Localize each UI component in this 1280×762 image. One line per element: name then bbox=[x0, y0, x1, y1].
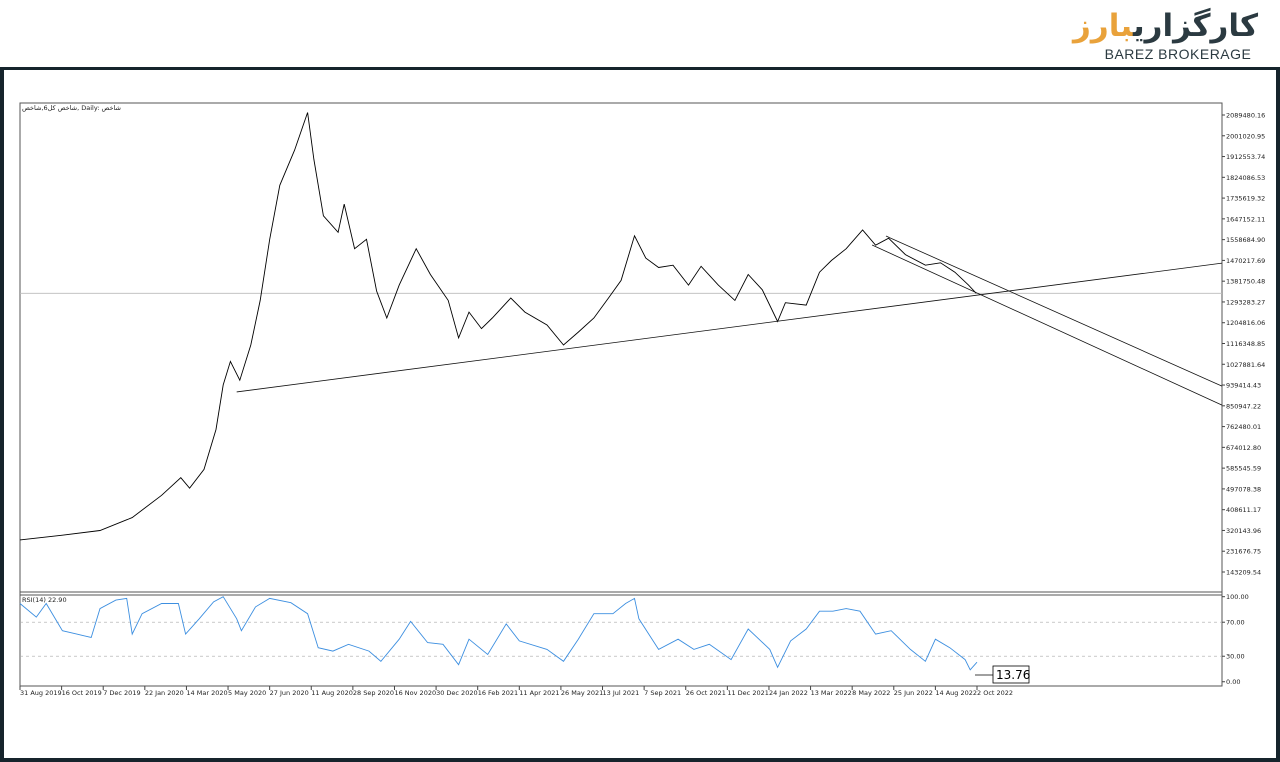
x-tick-label: 7 Sep 2021 bbox=[644, 689, 681, 697]
x-tick-label: 28 Sep 2020 bbox=[353, 689, 394, 697]
y-tick-label: 1735619.32 bbox=[1226, 195, 1265, 203]
y-tick-label: 585545.59 bbox=[1226, 465, 1261, 473]
rsi-series-line bbox=[19, 596, 978, 671]
y-tick-label: 939414.43 bbox=[1226, 382, 1261, 390]
x-tick-label: 31 Aug 2019 bbox=[20, 689, 62, 697]
x-tick-label: 24 Jan 2022 bbox=[769, 689, 808, 697]
y-tick-label: 1293283.27 bbox=[1226, 298, 1265, 306]
x-tick-label: 14 Mar 2020 bbox=[186, 689, 227, 697]
logo-persian: کارگزاریبارز bbox=[1073, 8, 1258, 44]
y-tick-label: 1116348.85 bbox=[1226, 340, 1265, 348]
x-tick-label: 26 Oct 2021 bbox=[686, 689, 726, 697]
x-tick-label: 2 Oct 2022 bbox=[977, 689, 1013, 697]
y-tick-label: 762480.01 bbox=[1226, 423, 1261, 431]
y-tick-label: 2001020.95 bbox=[1226, 132, 1265, 140]
y-tick-label: 1824086.53 bbox=[1226, 174, 1265, 182]
x-tick-label: 26 May 2021 bbox=[561, 689, 603, 697]
x-tick-label: 14 Aug 2022 bbox=[935, 689, 977, 697]
price-series-line bbox=[19, 112, 977, 541]
price-title: شاخص كل6,شاخص, Daily: شاخص bbox=[22, 104, 121, 112]
x-tick-label: 5 May 2020 bbox=[228, 689, 266, 697]
rsi-annotation: 13.76 bbox=[996, 668, 1030, 682]
y-tick-label: 497078.38 bbox=[1226, 485, 1261, 493]
logo-english: BAREZ BROKERAGE bbox=[1104, 46, 1252, 62]
x-tick-label: 16 Feb 2021 bbox=[478, 689, 518, 697]
y-tick-label: 2089480.16 bbox=[1226, 112, 1265, 120]
rsi-tick-label: 100.00 bbox=[1226, 593, 1249, 601]
rsi-tick-label: 0.00 bbox=[1226, 678, 1240, 686]
y-tick-label: 320143.96 bbox=[1226, 527, 1261, 535]
annotation-box bbox=[992, 665, 1030, 684]
y-tick-label: 674012.80 bbox=[1226, 444, 1261, 452]
chart-frame bbox=[0, 67, 1280, 762]
channel-line bbox=[885, 235, 1223, 387]
chart-canvas bbox=[4, 70, 1276, 758]
x-tick-label: 13 Jul 2021 bbox=[603, 689, 640, 697]
x-tick-label: 8 May 2022 bbox=[852, 689, 890, 697]
x-tick-label: 30 Dec 2020 bbox=[436, 689, 478, 697]
y-tick-label: 1470217.69 bbox=[1226, 257, 1265, 265]
x-tick-label: 25 Jun 2022 bbox=[894, 689, 933, 697]
y-tick-label: 850947.22 bbox=[1226, 402, 1261, 410]
rsi-tick-label: 30.00 bbox=[1226, 653, 1245, 661]
x-tick-label: 27 Jun 2020 bbox=[270, 689, 309, 697]
x-tick-label: 11 Apr 2021 bbox=[519, 689, 559, 697]
y-tick-label: 1204816.06 bbox=[1226, 319, 1265, 327]
price-layer bbox=[19, 112, 1223, 541]
y-tick-label: 1647152.11 bbox=[1226, 215, 1265, 223]
x-tick-label: 11 Dec 2021 bbox=[727, 689, 769, 697]
rsi-title: RSI(14) 22.90 bbox=[22, 596, 67, 604]
y-tick-label: 143209.54 bbox=[1226, 568, 1261, 576]
x-tick-label: 16 Nov 2020 bbox=[394, 689, 436, 697]
plot-border bbox=[19, 102, 1223, 687]
x-tick-label: 16 Oct 2019 bbox=[62, 689, 102, 697]
y-tick-label: 1027881.64 bbox=[1226, 361, 1265, 369]
axes-layer: 2089480.16 2001020.95 1912553.74 1824086.53… bbox=[19, 112, 1265, 697]
support-trendline bbox=[236, 262, 1223, 393]
rsi-tick-label: 70.00 bbox=[1226, 619, 1245, 627]
x-tick-label: 7 Dec 2019 bbox=[103, 689, 140, 697]
channel-line bbox=[871, 244, 1223, 406]
rsi-layer bbox=[19, 596, 1222, 671]
y-tick-label: 1912553.74 bbox=[1226, 153, 1265, 161]
x-tick-label: 11 Aug 2020 bbox=[311, 689, 353, 697]
barez-logo: کارگزاریبارز BAREZ BROKERAGE bbox=[1073, 8, 1258, 62]
x-tick-label: 13 Mar 2022 bbox=[811, 689, 852, 697]
x-tick-label: 22 Jan 2020 bbox=[145, 689, 184, 697]
y-tick-label: 231676.75 bbox=[1226, 548, 1261, 556]
y-tick-label: 1381750.48 bbox=[1226, 278, 1265, 286]
y-tick-label: 1558684.90 bbox=[1226, 236, 1265, 244]
y-tick-label: 408611.17 bbox=[1226, 506, 1261, 514]
